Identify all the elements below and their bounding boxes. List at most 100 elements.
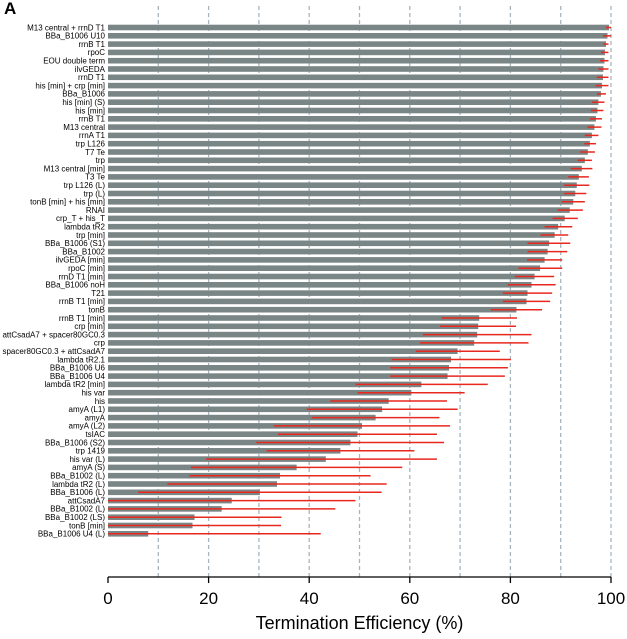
bar — [108, 66, 604, 72]
category-label: his [min] + crp [min] — [35, 81, 105, 90]
category-label: M13 central + rrnD T1 — [27, 23, 105, 32]
bar — [108, 57, 605, 64]
category-label: BBa_B1006 (L) — [50, 488, 105, 497]
category-label: ilvGEDA — [75, 65, 106, 74]
category-label: trp — [96, 156, 106, 165]
bar — [108, 282, 532, 288]
bar — [108, 99, 599, 105]
category-label: crp [min] — [74, 322, 105, 331]
bar — [108, 439, 351, 446]
category-label: BBa_B1006 U10 — [45, 32, 105, 41]
category-label: M13 central — [63, 123, 105, 132]
bar — [108, 33, 608, 39]
bar — [108, 190, 576, 197]
bar — [108, 107, 598, 114]
bar — [108, 323, 479, 330]
error-bars — [108, 26, 611, 535]
category-label: T21 — [91, 289, 105, 298]
bar — [108, 207, 570, 213]
category-label: amyA (L2) — [69, 422, 106, 431]
bar — [108, 331, 478, 338]
category-label: rrnD T1 [min] — [58, 272, 105, 281]
category-label: amyA (L1) — [69, 405, 106, 414]
bar — [108, 398, 389, 404]
bar — [108, 265, 541, 271]
x-tick-label: 80 — [501, 589, 520, 608]
bar — [108, 306, 517, 313]
bar — [108, 232, 555, 238]
category-label: BBa_B1006 noH — [45, 281, 105, 290]
x-axis: 0 20 40 60 80 100 — [103, 576, 625, 608]
bar — [108, 199, 574, 205]
category-label: tonB [min] + his [min] — [30, 198, 105, 207]
bar — [108, 356, 452, 363]
bar — [108, 41, 606, 47]
bar — [108, 389, 412, 396]
category-label: attCsadA7 + spacer80GC0.3 — [2, 330, 105, 339]
bar — [108, 157, 585, 164]
x-tick-label: 40 — [300, 589, 319, 608]
category-label: T3 Te — [85, 173, 105, 182]
category-label: rrnD T1 — [78, 73, 106, 82]
bar — [108, 257, 545, 263]
category-label: trp L126 — [76, 140, 106, 149]
category-label: ilvGEDA [min] — [56, 256, 105, 265]
bar — [108, 423, 363, 429]
category-label: lambda tR2 (L) — [52, 480, 105, 489]
bar — [108, 174, 579, 180]
bar — [108, 74, 603, 81]
category-label: trp [min] — [76, 231, 105, 240]
bar — [108, 431, 358, 437]
bar — [108, 91, 601, 97]
bar — [108, 124, 595, 130]
category-label: rpoC [min] — [68, 264, 105, 273]
bar — [108, 223, 559, 230]
bar — [108, 290, 528, 296]
x-tick-label: 100 — [597, 589, 625, 608]
category-label: attCsadA7 — [68, 496, 106, 505]
bar — [108, 365, 450, 371]
bar — [108, 116, 596, 122]
category-label: trp 1419 — [76, 447, 106, 456]
category-label: his var (L) — [69, 455, 105, 464]
category-label: rrnB T1 [min] — [59, 314, 105, 323]
x-tick-label: 0 — [103, 589, 112, 608]
bar — [108, 215, 565, 222]
panel-label: A — [4, 0, 16, 18]
category-label: rpoC — [88, 48, 106, 57]
category-label: BBa_B1006 (S2) — [45, 438, 105, 447]
x-tick-label: 60 — [400, 589, 419, 608]
category-label: his var — [81, 389, 105, 398]
category-label: crp — [94, 339, 106, 348]
bar — [108, 381, 422, 388]
bar — [108, 298, 527, 305]
bar — [108, 24, 609, 31]
category-label: tonB [min] — [69, 521, 105, 530]
bar — [108, 82, 602, 89]
category-label: lambda tR2 — [64, 223, 105, 232]
bar — [108, 406, 383, 413]
bar — [108, 49, 605, 56]
bar — [108, 348, 458, 354]
bar — [108, 149, 588, 155]
category-label: trp (L) — [84, 189, 106, 198]
category-label: M13 central [min] — [44, 164, 105, 173]
category-label: spacer80GC0.3 + attCsadA7 — [2, 347, 105, 356]
category-label: BBa_B1006 — [62, 90, 105, 99]
category-label: EOU double term — [43, 57, 105, 66]
bar — [108, 340, 475, 346]
category-label: amyA — [85, 413, 106, 422]
category-label: BBa_B1002 (LS) — [45, 513, 105, 522]
bar — [108, 182, 577, 188]
category-label: his [min] (S) — [62, 98, 105, 107]
category-label: his [min] — [75, 106, 105, 115]
category-label: rrnB T1 [min] — [59, 297, 105, 306]
category-label: BBa_B1002 (L) — [50, 472, 105, 481]
category-label: crp_T + his_T — [56, 214, 105, 223]
bar — [108, 240, 550, 247]
category-label: BBa_B1006 (S1) — [45, 239, 105, 248]
category-label: BBa_B1006 U4 — [50, 372, 106, 381]
category-label: tsIAC — [85, 430, 105, 439]
